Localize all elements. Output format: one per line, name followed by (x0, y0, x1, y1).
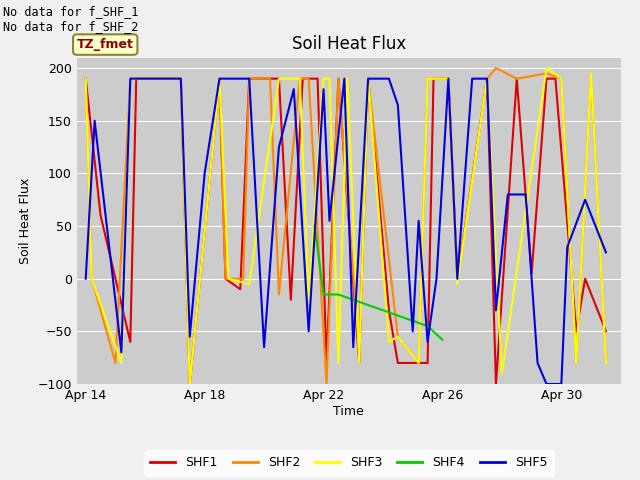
Text: No data for f_SHF_1
No data for f_SHF_2: No data for f_SHF_1 No data for f_SHF_2 (3, 5, 139, 33)
Legend: SHF1, SHF2, SHF3, SHF4, SHF5: SHF1, SHF2, SHF3, SHF4, SHF5 (144, 450, 554, 476)
Text: TZ_fmet: TZ_fmet (77, 38, 134, 51)
Title: Soil Heat Flux: Soil Heat Flux (292, 35, 406, 53)
Y-axis label: Soil Heat Flux: Soil Heat Flux (19, 178, 32, 264)
X-axis label: Time: Time (333, 405, 364, 418)
